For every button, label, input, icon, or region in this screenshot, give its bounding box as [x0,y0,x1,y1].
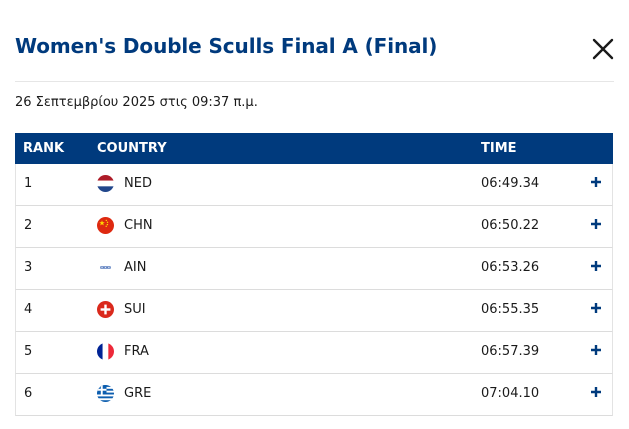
table-row[interactable]: 2 CHN 06:50.22 [15,206,613,248]
table-row[interactable]: 5 FRA 06:57.39 [15,332,613,374]
plus-icon[interactable] [588,258,604,274]
results-table: RANK COUNTRY TIME 1 NED 06:49.34 2 CHN 0… [15,133,613,416]
plus-icon[interactable] [588,342,604,358]
rank-cell: 3 [24,260,33,275]
switzerland-flag-icon [97,301,114,318]
time-cell: 07:04.10 [481,386,540,401]
table-header: RANK COUNTRY TIME [15,133,613,164]
rank-cell: 4 [24,302,33,317]
country-cell: SUI [124,302,146,317]
rank-cell: 2 [24,218,33,233]
rank-cell: 1 [24,176,33,191]
greece-flag-icon [97,385,114,402]
china-flag-icon [97,217,114,234]
plus-icon[interactable] [588,216,604,232]
france-flag-icon [97,343,114,360]
time-cell: 06:55.35 [481,302,540,317]
plus-icon[interactable] [588,174,604,190]
race-date: 26 Σεπτεμβρίου 2025 στις 09:37 π.μ. [15,95,258,110]
netherlands-flag-icon [97,175,114,192]
header-time: TIME [481,141,517,156]
table-row[interactable]: 6 GRE 07:04.10 [15,374,613,416]
table-row[interactable]: 4 SUI 06:55.35 [15,290,613,332]
header-country: COUNTRY [97,141,167,156]
country-cell: AIN [124,260,147,275]
time-cell: 06:53.26 [481,260,540,275]
country-cell: FRA [124,344,149,359]
time-cell: 06:50.22 [481,218,540,233]
country-cell: CHN [124,218,153,233]
plus-icon[interactable] [588,384,604,400]
table-row[interactable]: 3 AIN 06:53.26 [15,248,613,290]
rank-cell: 5 [24,344,33,359]
country-cell: GRE [124,386,152,401]
rank-cell: 6 [24,386,33,401]
country-cell: NED [124,176,152,191]
table-row[interactable]: 1 NED 06:49.34 [15,164,613,206]
close-icon[interactable] [590,36,616,62]
header-rank: RANK [23,141,65,156]
dialog-title: Women's Double Sculls Final A (Final) [15,34,438,58]
time-cell: 06:57.39 [481,344,540,359]
title-divider [15,81,614,82]
ain-flag-icon [97,259,114,276]
time-cell: 06:49.34 [481,176,540,191]
plus-icon[interactable] [588,300,604,316]
